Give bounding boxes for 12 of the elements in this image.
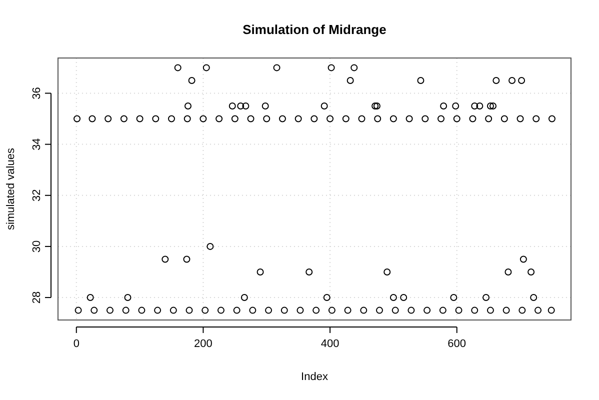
x-axis-title: Index [301,371,328,383]
y-tick-label: 36 [30,87,43,100]
y-tick-label: 30 [30,240,43,253]
y-tick-label: 32 [30,189,43,202]
y-tick-label: 34 [30,138,43,150]
x-tick-label: 600 [448,338,466,350]
y-tick-label: 28 [30,291,43,304]
chart-title: Simulation of Midrange [242,22,386,37]
x-tick-label: 400 [320,338,340,350]
x-tick-label: 0 [73,338,80,350]
x-tick-label: 200 [194,338,212,350]
y-axis-title: simulated values [5,148,17,230]
